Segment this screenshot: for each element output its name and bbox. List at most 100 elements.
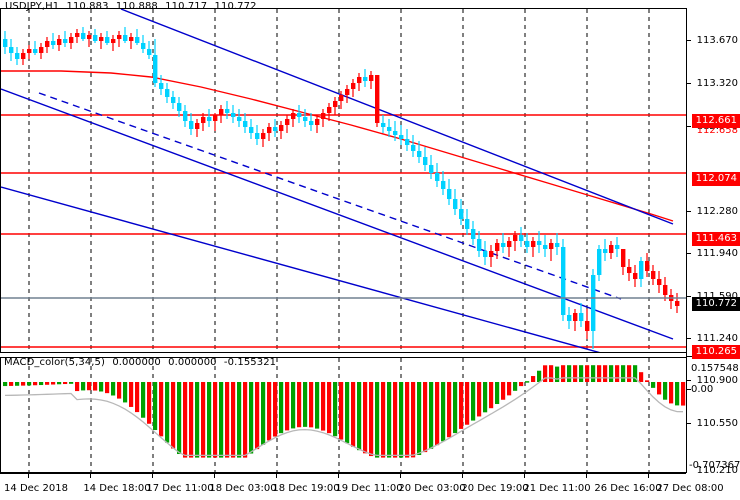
candle-body xyxy=(663,285,668,295)
candle-body xyxy=(417,151,422,157)
candle-body xyxy=(135,37,140,43)
candle-body xyxy=(93,35,98,41)
quote-low: 110.717 xyxy=(165,1,208,12)
time-label-9: 26 Dec 16:00 xyxy=(594,483,662,494)
macd-bar xyxy=(465,382,470,425)
candle-body xyxy=(453,199,458,209)
candle-body xyxy=(561,247,566,315)
candle-body xyxy=(423,157,428,165)
candle-body xyxy=(615,245,620,249)
candle-body xyxy=(399,135,404,139)
candle-body xyxy=(363,77,368,81)
macd-bar xyxy=(255,382,260,450)
quote-close: 110.772 xyxy=(214,1,257,12)
candle-body xyxy=(537,241,542,245)
macd-bar xyxy=(393,382,398,458)
macd-bar xyxy=(585,365,590,382)
macd-svg xyxy=(3,358,686,472)
macd-bar xyxy=(669,382,674,404)
macd-bar xyxy=(213,382,218,458)
candle-body xyxy=(297,113,302,117)
macd-bar xyxy=(99,382,104,392)
axis-tick xyxy=(687,40,691,41)
macd-bar xyxy=(447,382,452,438)
macd-bar xyxy=(621,365,626,382)
candle-body xyxy=(219,109,224,115)
price-tag-111-463[interactable]: 111.463 xyxy=(691,232,740,246)
candle-body xyxy=(543,245,548,249)
macd-bar xyxy=(231,382,236,458)
candle-body xyxy=(387,127,392,131)
axis-tick xyxy=(687,338,691,339)
candle-body xyxy=(345,89,350,95)
macd-bar xyxy=(165,382,170,443)
macd-indicator-pane[interactable] xyxy=(0,357,686,473)
macd-bar xyxy=(537,370,542,382)
macd-bar xyxy=(57,382,62,385)
macd-bar xyxy=(261,382,266,445)
price-tag-110-265[interactable]: 110.265 xyxy=(691,345,740,359)
price-tag-112-661[interactable]: 112.661 xyxy=(691,114,740,128)
support-resistance-lines xyxy=(1,114,686,348)
macd-bar xyxy=(135,382,140,413)
macd-bar xyxy=(459,382,464,429)
axis-label-113-320: 113.320 xyxy=(696,78,738,89)
price-axis[interactable]: 113.670 113.320 112.970 112.280 111.940 … xyxy=(686,8,740,476)
macd-bar xyxy=(117,382,122,399)
symbol-header: USDJPY,H1 110.883 110.888 110.717 110.77… xyxy=(5,1,257,12)
candle-body xyxy=(27,49,32,53)
candle-body xyxy=(645,261,650,271)
macd-bar xyxy=(333,382,338,437)
macd-bar xyxy=(327,382,332,434)
macd-bar xyxy=(351,382,356,447)
axis-label-113-670: 113.670 xyxy=(696,35,738,46)
price-chart-pane[interactable] xyxy=(0,8,686,353)
candle-body xyxy=(411,145,416,151)
time-tick xyxy=(28,474,29,478)
time-tick xyxy=(152,474,153,478)
candle-body xyxy=(375,75,380,123)
candle-body xyxy=(489,251,494,257)
time-label-4: 18 Dec 19:00 xyxy=(272,483,340,494)
candle-body xyxy=(405,139,410,145)
candle-body xyxy=(579,313,584,321)
candle-body xyxy=(225,109,230,113)
candle-body xyxy=(555,243,560,247)
candle-body xyxy=(267,127,272,133)
candle-body xyxy=(477,239,482,251)
macd-bar xyxy=(9,382,14,386)
time-tick xyxy=(648,474,649,478)
macd-bar xyxy=(201,382,206,458)
candle-body xyxy=(351,83,356,89)
price-tag-last-110-772[interactable]: 110.772 xyxy=(691,297,740,311)
macd-bar xyxy=(147,382,152,424)
vertical-gridlines xyxy=(28,9,650,352)
candle-body xyxy=(75,33,80,37)
moving-average-line xyxy=(1,70,674,222)
macd-bar xyxy=(51,382,56,385)
macd-bar xyxy=(429,382,434,449)
macd-signal-line xyxy=(4,377,684,457)
candle-body xyxy=(483,251,488,257)
candle-body xyxy=(369,75,374,81)
candle-body xyxy=(291,113,296,119)
macd-bar xyxy=(27,382,32,386)
macd-bar xyxy=(309,382,314,428)
macd-bar xyxy=(75,382,80,392)
macd-bar xyxy=(441,382,446,442)
candle-body xyxy=(447,189,452,199)
price-tag-112-074[interactable]: 112.074 xyxy=(691,172,740,186)
axis-label-110-900: 110.900 xyxy=(696,375,738,386)
macd-bar xyxy=(681,382,686,406)
macd-bar xyxy=(195,382,200,458)
candle-body xyxy=(87,35,92,39)
macd-bar xyxy=(411,382,416,458)
candle-body xyxy=(441,181,446,189)
time-axis[interactable]: 14 Dec 2018 14 Dec 18:00 17 Dec 11:00 18… xyxy=(0,473,724,500)
candle-body xyxy=(231,113,236,117)
macd-bar xyxy=(633,365,638,382)
candle-body xyxy=(333,101,338,107)
candle-body xyxy=(279,125,284,131)
macd-canvas xyxy=(1,358,686,472)
macd-name-label: MACD_color xyxy=(4,357,65,368)
